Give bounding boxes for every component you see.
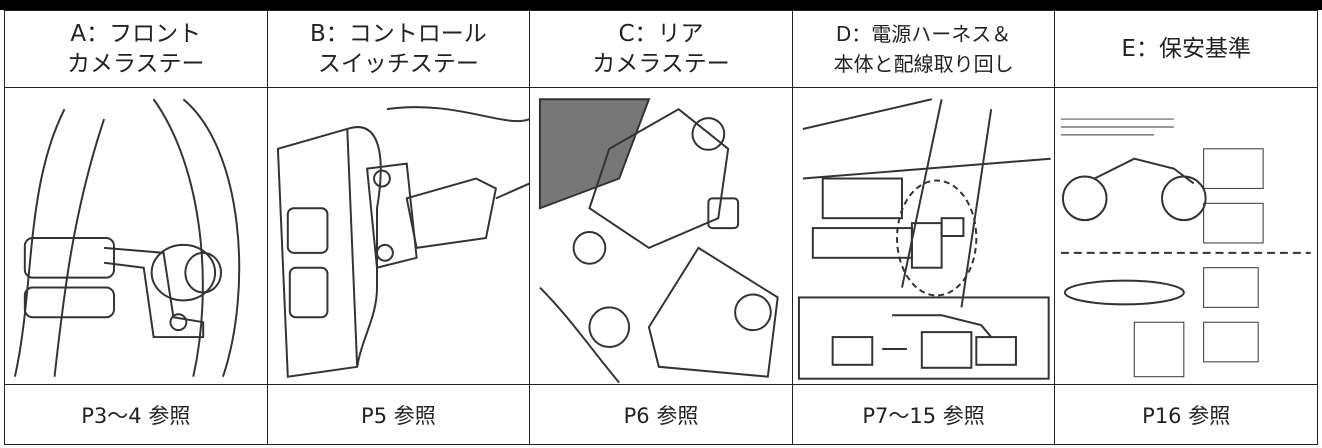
image-cell (529, 87, 793, 385)
image-cell (266, 87, 531, 385)
column-title: カメラステー (67, 51, 205, 77)
header-row: A：フロント カメラステー B：コントロール スイッチステー C：リア カメラステー D：電… (4, 10, 1318, 88)
column-title: D：電源ハーネス＆ (835, 22, 1012, 46)
rear-camera-illustration (539, 98, 779, 384)
page-reference: P3～4 参照 (4, 384, 268, 445)
column-title: カメラステー (592, 51, 730, 77)
safety-standard-illustration (1061, 118, 1312, 378)
column-title: 本体と配線取り回し (833, 52, 1014, 76)
column-title: A：フロント (70, 21, 202, 47)
page-reference: P7～15 参照 (791, 384, 1056, 445)
page-reference: P5 参照 (266, 384, 531, 445)
page-reference: P6 参照 (529, 384, 793, 445)
front-camera-illustration (13, 98, 241, 378)
control-switch-illustration (276, 106, 530, 378)
harness-illustration (797, 98, 1051, 380)
column-title: C：リア (618, 21, 704, 47)
header-cell: B：コントロール スイッチステー (266, 10, 531, 88)
header-cell: E：保安基準 (1054, 10, 1318, 88)
column-title: B：コントロール (310, 21, 487, 47)
image-cell (4, 87, 268, 385)
page-reference: P16 参照 (1054, 384, 1318, 445)
image-cell (791, 87, 1056, 385)
top-bar (0, 0, 1322, 10)
image-cell (1054, 87, 1318, 385)
header-cell: A：フロント カメラステー (4, 10, 268, 88)
image-row (4, 87, 1318, 385)
parts-table: A：フロント カメラステー B：コントロール スイッチステー C：リア カメラステー D：電… (4, 10, 1318, 445)
footer-row: P3～4 参照 P5 参照 P6 参照 P7～15 参照 P16 参照 (4, 384, 1318, 445)
header-cell: C：リアカメラステー (529, 10, 793, 88)
column-title: スイッチステー (317, 51, 479, 77)
column-title: E：保安基準 (1121, 36, 1251, 62)
header-cell: D：電源ハーネス＆ 本体と配線取り回し (791, 10, 1056, 88)
